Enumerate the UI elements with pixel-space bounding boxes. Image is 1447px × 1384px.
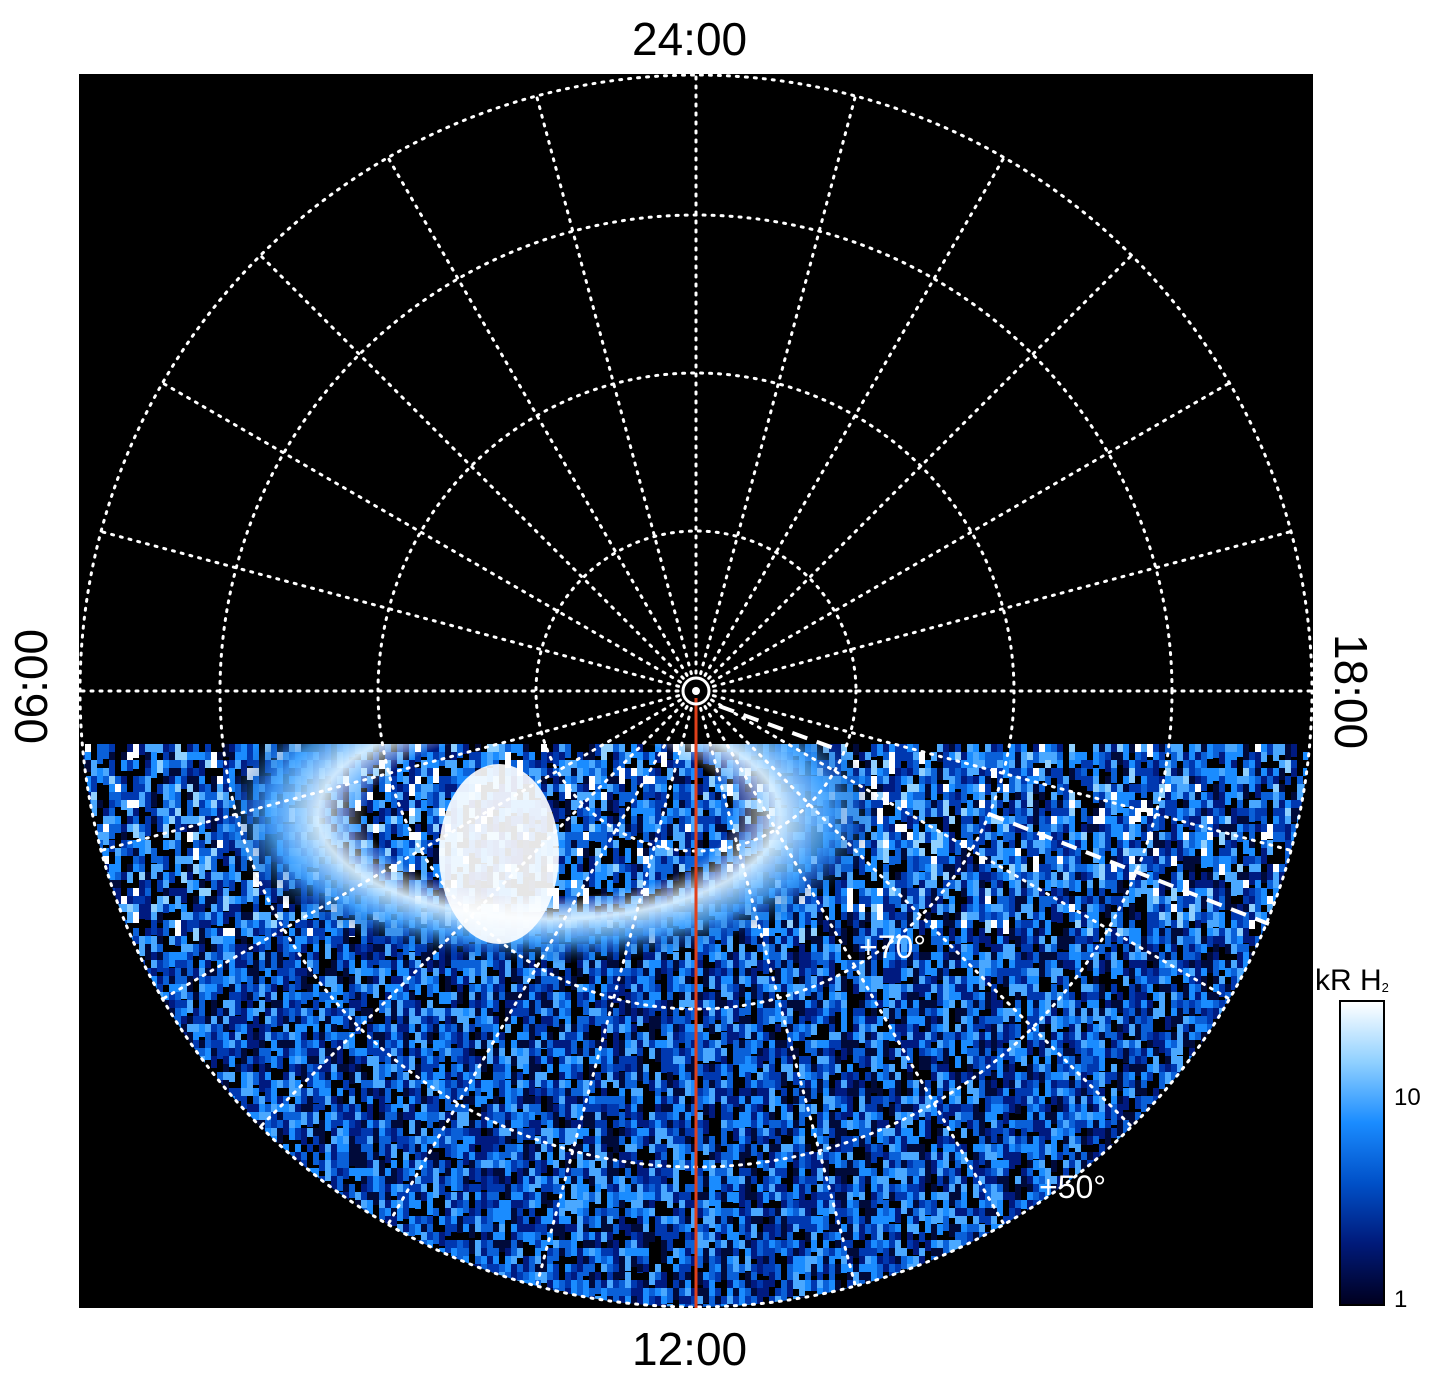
pole-marker-icon bbox=[681, 676, 711, 706]
meridian-line bbox=[535, 706, 693, 1288]
meridian-line bbox=[703, 156, 1006, 677]
meridian-line bbox=[703, 705, 1006, 1226]
meridian-line bbox=[258, 702, 685, 1129]
meridian-line bbox=[707, 702, 1134, 1129]
latitude-circle bbox=[79, 74, 1313, 1308]
dashed-reference-line-upper bbox=[718, 704, 840, 752]
bottom-time-label: 12:00 bbox=[632, 1323, 748, 1375]
meridian-line bbox=[99, 694, 681, 852]
colorbar-tick-1: 1 bbox=[1394, 1286, 1408, 1313]
meridian-line bbox=[161, 381, 682, 684]
colorbar-tick-10: 10 bbox=[1394, 1084, 1421, 1111]
meridian-line bbox=[707, 253, 1134, 680]
colorbar bbox=[1339, 1000, 1385, 1306]
right-time-label: 18:00 bbox=[1325, 634, 1377, 750]
latitude-label-70: +70° bbox=[859, 929, 926, 965]
polar-svg: +70° +50° bbox=[79, 74, 1313, 1308]
meridian-line bbox=[99, 530, 681, 688]
meridian-line bbox=[710, 698, 1231, 1001]
polar-projection-plot: +70° +50° bbox=[79, 74, 1313, 1308]
latitude-label-50: +50° bbox=[1039, 1169, 1106, 1205]
meridian-line bbox=[535, 94, 693, 676]
meridian-line bbox=[710, 381, 1231, 684]
colorbar-title: kR H2 bbox=[1315, 964, 1389, 997]
top-time-label: 24:00 bbox=[632, 13, 748, 65]
meridian-line bbox=[386, 156, 689, 677]
meridian-line bbox=[699, 94, 857, 676]
meridian-line bbox=[711, 530, 1293, 688]
auroral-bright-spot bbox=[439, 764, 559, 944]
meridian-line bbox=[699, 706, 857, 1288]
meridian-line bbox=[711, 694, 1293, 852]
meridian-line bbox=[386, 705, 689, 1226]
pole-center-dot bbox=[692, 687, 700, 695]
meridian-line bbox=[258, 253, 685, 680]
meridian-line bbox=[161, 698, 682, 1001]
left-time-label: 06:00 bbox=[5, 628, 57, 744]
